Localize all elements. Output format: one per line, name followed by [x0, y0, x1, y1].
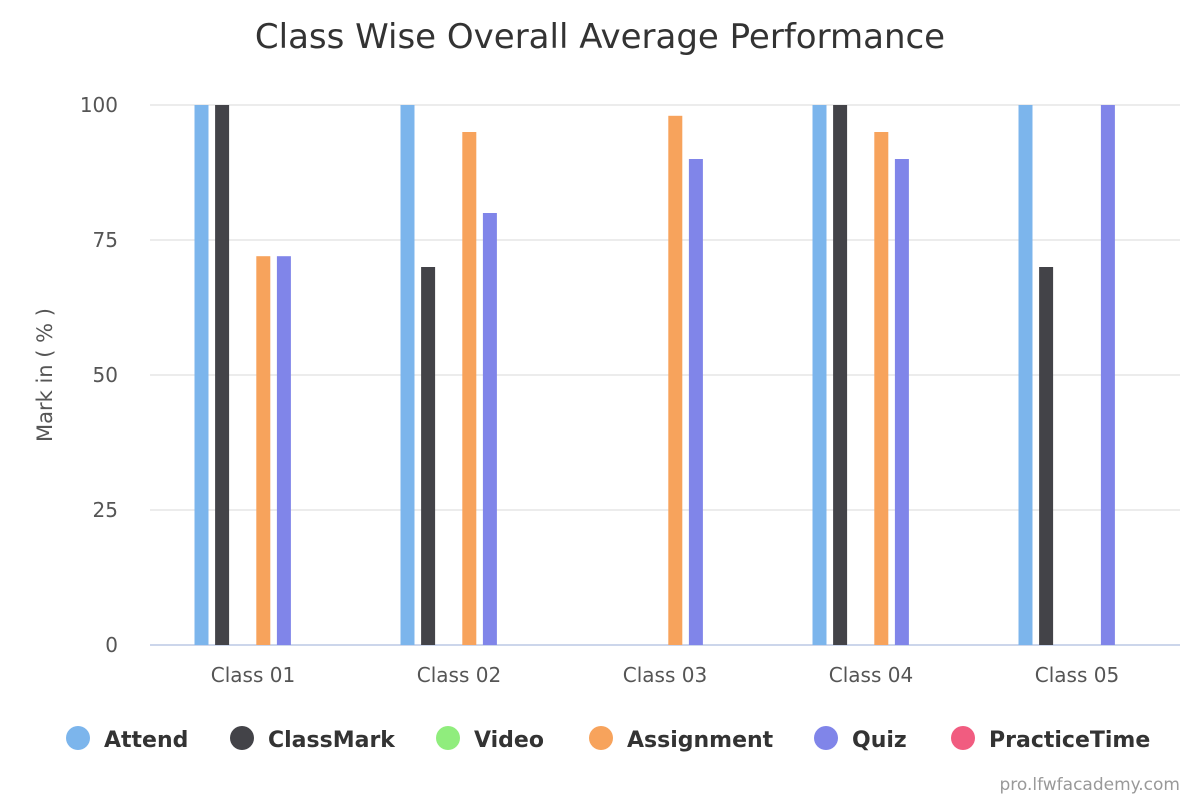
x-tick-label: Class 02	[417, 663, 501, 687]
bar-quiz[interactable]	[1100, 105, 1115, 645]
bar-classmark[interactable]	[1039, 267, 1054, 645]
legend-label: Quiz	[852, 728, 907, 753]
legend-marker	[230, 726, 254, 750]
legend-label: Attend	[104, 728, 188, 753]
y-tick-label: 0	[105, 633, 118, 657]
bar-quiz[interactable]	[688, 159, 703, 645]
bar-assignment[interactable]	[668, 115, 683, 646]
credit-link[interactable]: pro.lfwfacademy.com	[999, 775, 1180, 795]
y-axis-label: Mark in ( % )	[33, 308, 57, 442]
legend-item-assignment[interactable]: Assignment	[589, 726, 774, 753]
legend-item-video[interactable]: Video	[436, 726, 544, 753]
y-tick-label: 100	[80, 93, 118, 117]
legend-label: ClassMark	[268, 728, 396, 753]
x-tick-label: Class 04	[829, 663, 913, 687]
bar-quiz[interactable]	[482, 213, 497, 645]
bar-attend[interactable]	[1018, 105, 1033, 645]
legend-item-quiz[interactable]: Quiz	[814, 726, 907, 753]
bar-assignment[interactable]	[462, 132, 477, 645]
legend-label: PracticeTime	[989, 728, 1150, 753]
bar-group-class-03	[668, 115, 703, 646]
bar-classmark[interactable]	[833, 105, 848, 645]
x-axis-ticks: Class 01 Class 02 Class 03 Class 04 Class 05	[211, 663, 1119, 687]
legend-marker	[589, 726, 613, 750]
legend-marker	[66, 726, 90, 750]
bar-quiz[interactable]	[276, 256, 291, 645]
y-tick-label: 75	[93, 228, 118, 252]
legend-item-classmark[interactable]: ClassMark	[230, 726, 396, 753]
legend-item-attend[interactable]: Attend	[66, 726, 188, 753]
y-axis-ticks: 0 25 50 75 100	[80, 93, 118, 657]
bar-attend[interactable]	[812, 105, 827, 645]
legend-marker	[951, 726, 975, 750]
legend-marker	[436, 726, 460, 750]
x-tick-label: Class 01	[211, 663, 295, 687]
x-tick-label: Class 05	[1035, 663, 1119, 687]
bar-group-class-05	[1018, 105, 1115, 645]
gridlines	[150, 104, 1180, 646]
bar-quiz[interactable]	[894, 159, 909, 645]
bar-classmark[interactable]	[215, 105, 230, 645]
bar-group-class-01	[194, 105, 291, 645]
y-tick-label: 25	[93, 498, 118, 522]
legend-marker	[814, 726, 838, 750]
x-tick-label: Class 03	[623, 663, 707, 687]
bars	[194, 105, 1115, 646]
bar-attend[interactable]	[400, 105, 415, 645]
legend[interactable]: Attend ClassMark Video Assignment Quiz Practi…	[66, 726, 1150, 753]
legend-label: Video	[474, 728, 544, 753]
y-tick-label: 50	[93, 363, 118, 387]
legend-label: Assignment	[627, 728, 774, 753]
legend-item-practicetime[interactable]: PracticeTime	[951, 726, 1150, 753]
chart-title: Class Wise Overall Average Performance	[255, 17, 945, 57]
bar-attend[interactable]	[194, 105, 209, 645]
bar-classmark[interactable]	[421, 267, 436, 645]
bar-group-class-04	[812, 105, 909, 645]
bar-group-class-02	[400, 105, 497, 645]
bar-assignment[interactable]	[874, 132, 889, 645]
bar-assignment[interactable]	[256, 256, 271, 645]
